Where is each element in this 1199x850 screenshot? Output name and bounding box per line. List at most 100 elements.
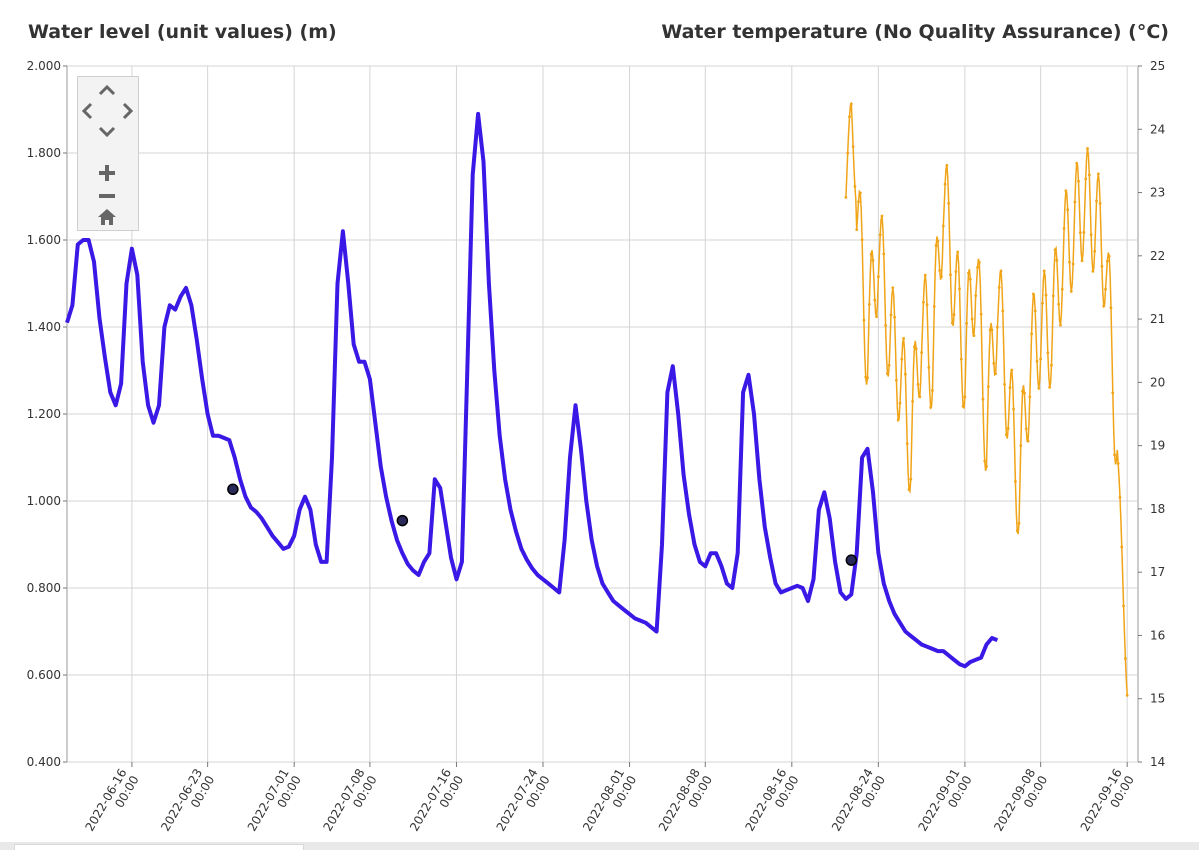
temperature-point [1008,386,1012,390]
y-right-tick-label: 17 [1150,565,1165,579]
temperature-point [911,399,915,403]
temperature-point [1024,427,1028,431]
temperature-point [889,313,893,317]
temperature-point [1033,309,1037,313]
temperature-point [1057,302,1061,306]
temperature-point [974,294,978,298]
temperature-point [1053,248,1057,252]
temperature-point [1004,433,1008,437]
temperature-point [1080,259,1084,263]
temperature-point [936,239,940,243]
temperature-point [1073,200,1077,204]
temperature-point [968,277,972,281]
home-icon[interactable] [98,209,116,225]
chevron-up-icon[interactable] [98,84,116,96]
temperature-point [1060,287,1064,291]
temperature-point [1098,201,1102,205]
temperature-point [849,102,853,106]
temperature-point [959,357,963,361]
temperature-point [1039,357,1043,361]
temperature-point [983,459,987,463]
chevron-left-icon[interactable] [81,102,93,120]
water-level-marker[interactable] [227,483,239,496]
temperature-point [1037,386,1041,390]
temperature-point [956,250,960,254]
temperature-point [882,252,886,256]
temperature-point [1062,227,1066,230]
temperature-point [1012,407,1015,411]
temperature-point [952,313,956,316]
temperature-point [994,372,997,376]
y-left-tick-label: 0.600 [27,668,61,682]
y-left-tick-label: 1.000 [27,494,61,508]
temperature-point [916,383,920,386]
temperature-point [1069,289,1073,293]
temperature-point [947,201,951,205]
map-navigation-panel [77,76,139,231]
temperature-point [995,325,999,329]
y-right-tick-label: 21 [1150,312,1165,326]
temperature-point [1095,199,1098,203]
temperature-point [920,351,924,354]
chart-titles: Water level (unit values) (m) Water temp… [0,0,1199,60]
temperature-point [1111,391,1115,395]
temperature-point [1102,304,1106,308]
y-right-tick-label: 15 [1150,692,1165,706]
temperature-point [1028,395,1032,399]
temperature-point [1114,458,1118,462]
water-level-marker[interactable] [845,554,858,566]
y-left-tick-label: 2.000 [27,59,61,73]
temperature-point [923,273,927,277]
temperature-point [1066,208,1070,212]
temperature-point [853,185,857,188]
temperature-point [1091,269,1095,273]
water-level-marker[interactable] [396,514,409,527]
temperature-point [1044,293,1048,297]
markers [227,483,858,566]
scrollbar-thumb[interactable] [14,844,304,850]
temperature-point [1068,260,1071,264]
temperature-point [972,334,976,338]
temperature-point [1046,351,1050,355]
y-right-tick-label: 22 [1150,249,1165,263]
temperature-point [941,224,945,228]
temperature-point [918,395,922,399]
temperature-point [914,347,918,351]
temperature-point [938,269,942,272]
temperature-point [997,286,1001,289]
plus-icon[interactable] [99,165,115,181]
temperature-point [885,372,889,376]
temperature-point [1064,189,1068,193]
y-right-tick-label: 20 [1150,375,1165,389]
temperature-point [1023,391,1026,395]
scrollbar-track[interactable] [0,842,1199,850]
temperature-point [1123,657,1127,660]
minus-icon[interactable] [99,194,115,198]
temperature-point [900,357,904,361]
temperature-point [844,195,848,199]
temperature-point [1006,427,1010,430]
temperature-point [1113,453,1116,457]
temperature-point [1055,258,1059,262]
temperature-point [891,286,895,290]
temperature-point [887,363,891,367]
temperature-point [1096,172,1100,176]
temperature-point [860,238,864,242]
temperature-point [902,336,906,340]
temperature-point [1100,264,1104,268]
y-right-tick-label: 16 [1150,628,1165,642]
temperature-point [986,385,990,389]
temperature-point [893,315,896,319]
chevron-down-icon[interactable] [98,126,116,138]
temperature-point [1109,306,1113,310]
temperature-point [1010,368,1014,372]
temperature-point [976,266,979,269]
chevron-right-icon[interactable] [122,102,134,120]
